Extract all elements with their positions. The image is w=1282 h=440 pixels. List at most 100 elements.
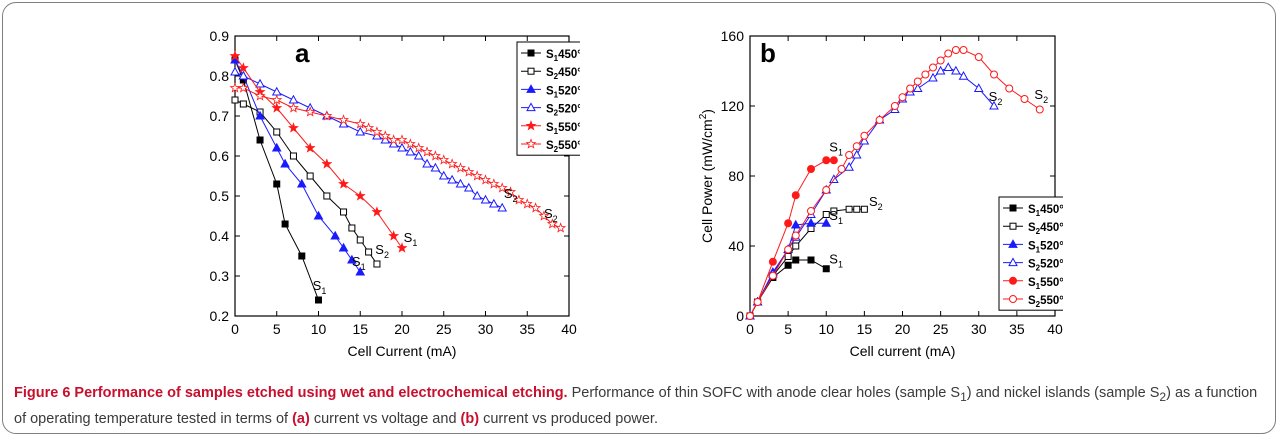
chart-a-ytick-label-7: 0.9 (210, 28, 230, 44)
chart-a-voltage: 0 5 10 15 20 25 30 35 40 0.2 0.3 0.4 0.5 0.6 0.7 0.8 0.9… (210, 28, 580, 359)
chart-a-series-5-point-5 (304, 106, 316, 117)
chart-a-series-5-point-25 (496, 182, 508, 193)
chart-a-series-5-point-16 (421, 146, 433, 157)
chart-b-series-4-point-7 (829, 156, 838, 165)
chart-a-series-4-point-9 (371, 206, 383, 217)
chart-b-series-5-point-9 (852, 142, 861, 151)
chart-a-legend-marker-2 (526, 84, 536, 93)
chart-b-series-0-point-6 (822, 265, 830, 273)
chart-b-legend-label-2-temp: 520°C (1040, 240, 1063, 252)
chart-a-series-4-point-3 (271, 102, 283, 113)
chart-a-series-3-point-18 (447, 174, 457, 184)
chart-a-series-5-point-6 (321, 110, 333, 121)
chart-b-legend-marker-2 (1008, 239, 1018, 248)
chart-a-legend-label-2: S1520°C (546, 85, 580, 99)
chart-b-series-5-point-26 (1035, 105, 1044, 114)
chart-b-series-1-point-4 (792, 242, 800, 250)
chart-a-series-4-point-0 (229, 50, 241, 61)
chart-a-series-3-point-20 (463, 182, 474, 192)
chart-a-series-5-point-29 (530, 202, 542, 213)
chart-b-legend-marker-3 (1008, 257, 1018, 267)
chart-a-series-3-point-0 (230, 66, 240, 76)
chart-b-series-4-point-6 (822, 156, 831, 165)
chart-b-series-4-point-2 (768, 257, 777, 266)
chart-b-series-1-point-9 (853, 205, 861, 213)
chart-b-series-0 (746, 256, 830, 320)
chart-a-ytick-label-0: 0.2 (210, 308, 230, 324)
chart-a-legend-label-1-temp: 450°C (558, 67, 580, 79)
chart-b-legend-item-5: S2550°C (1003, 295, 1063, 309)
chart-b-annotation-3: S1 (829, 252, 843, 270)
chart-a-legend-item-5: S2550°C (521, 138, 580, 154)
chart-b-series-5-point-0 (746, 312, 754, 320)
chart-b-y-axis-label: Cell Power (mW/cm2) (698, 109, 715, 243)
chart-b-series-3-point-10 (859, 135, 870, 145)
chart-a-series-3-point-12 (397, 142, 407, 152)
chart-b-legend-label-4-sub: 1 (1036, 282, 1041, 291)
chart-a-annotation-1-sub: 1 (361, 262, 366, 272)
chart-b-annotation-5-base: S (1034, 87, 1043, 102)
chart-a-legend-label-3-base: S (546, 104, 554, 116)
chart-a-series-1-point-4 (289, 152, 297, 160)
chart-b-ytick-label-1: 40 (728, 238, 744, 254)
caption-sub-2: 2 (1159, 389, 1167, 404)
chart-a-series-3-point-2 (255, 78, 265, 88)
chart-b-series-3 (745, 62, 999, 320)
caption-sub-1: 1 (960, 389, 967, 404)
chart-b-series-5-point-3 (784, 245, 793, 254)
chart-b-series-5-point-11 (875, 116, 884, 124)
caption-ref-a: (a) (292, 410, 310, 427)
chart-b-series-3-line (749, 66, 995, 317)
chart-b-series-3-point-18 (943, 62, 954, 71)
chart-b-legend-label-0: S1450°C (1028, 204, 1063, 218)
chart-a-series-1-point-5 (306, 172, 314, 180)
chart-b-legend-label-3-base: S (1028, 259, 1036, 271)
chart-a-series-4-point-1 (237, 62, 249, 73)
chart-a-legend-label-2-temp: 520°C (558, 85, 580, 97)
chart-a-annotation-3-base: S (404, 230, 413, 245)
caption-text-3: ) as a function of operating temperature… (14, 385, 1258, 427)
chart-b-legend-label-5-temp: 550°C (1040, 295, 1063, 307)
chart-b-x-axis-label: Cell current (mA) (850, 343, 956, 359)
chart-b-series-3-point-21 (973, 83, 984, 92)
chart-b-legend-label-1: S2450°C (1028, 222, 1063, 236)
chart-b-xtick-label-8: 40 (1047, 321, 1063, 337)
chart-a-series-5-point-4 (287, 102, 299, 113)
chart-a-xtick-label-8: 40 (561, 321, 577, 337)
chart-b-series-5-point-7 (837, 165, 846, 173)
chart-a-legend-label-3-temp: 520°C (558, 104, 580, 116)
caption-text-4: current vs voltage and (309, 410, 461, 427)
chart-a-legend-label-5: S2550°C (546, 140, 580, 154)
chart-b-legend-label-3-temp: 520°C (1040, 259, 1063, 271)
chart-b-annotation-4: S2 (989, 89, 1003, 107)
chart-a-annotation-1-base: S (352, 254, 361, 269)
chart-a-series-5-point-2 (254, 90, 266, 101)
chart-a-ytick-label-6: 0.8 (210, 68, 230, 84)
caption-text-5: current vs produced power. (479, 410, 658, 427)
chart-a-legend-label-5-base: S (546, 140, 554, 152)
chart-b-annotation-4-base: S (989, 89, 998, 104)
chart-a-legend-item-2: S1520°C (521, 84, 580, 99)
chart-b-annotation-3-base: S (829, 252, 838, 267)
chart-a-series-4-point-4 (287, 122, 299, 133)
chart-a-series-5-point-7 (338, 114, 350, 125)
chart-a-legend-label-2-base: S (546, 85, 554, 97)
chart-b-xtick-label-0: 0 (746, 321, 754, 337)
chart-a-legend-box (516, 41, 580, 156)
chart-a-series-2-point-3 (271, 142, 282, 152)
chart-a-series-3-point-17 (438, 170, 449, 180)
chart-a-series-0-point-5 (298, 252, 306, 260)
chart-a-series-5-point-20 (454, 162, 466, 173)
chart-b-legend-label-4-base: S (1028, 277, 1036, 289)
chart-b-legend-item-3: S2520°C (1003, 257, 1063, 273)
chart-b-xtick-label-6: 30 (971, 321, 987, 337)
chart-a-series-3-point-8 (355, 126, 366, 136)
chart-b-series-5-point-18 (936, 56, 945, 65)
chart-b-legend-item-0: S1450°C (1003, 204, 1063, 218)
chart-b-series-1-point-8 (845, 205, 853, 213)
chart-b-series-3-point-8 (844, 162, 854, 171)
chart-a-series-5-point-27 (513, 194, 525, 205)
chart-b-series-5-point-24 (1005, 84, 1014, 93)
chart-a-series-3-point-24 (497, 202, 508, 212)
chart-a-series-4-point-8 (354, 190, 366, 201)
